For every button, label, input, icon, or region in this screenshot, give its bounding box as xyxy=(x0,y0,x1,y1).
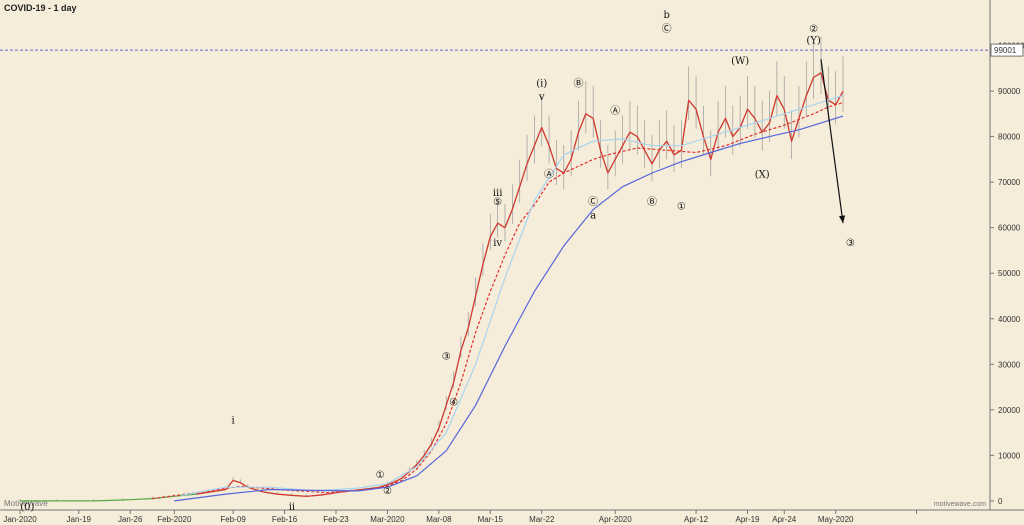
y-tick-label: 0 xyxy=(998,497,1003,506)
y-tick-label: 90000 xyxy=(998,87,1021,96)
wave-label: Ⓒ xyxy=(588,196,598,208)
projection-arrowhead xyxy=(838,215,846,224)
wave-label: (W) xyxy=(731,56,749,67)
wave-label: Ⓑ xyxy=(647,196,657,208)
y-tick-label: 10000 xyxy=(998,451,1021,460)
x-tick-label: Jan-19 xyxy=(67,515,92,524)
y-axis: 0 10000 20000 30000 40000 50000 60000 70000 8000… xyxy=(990,42,1024,506)
projection-line xyxy=(820,59,844,224)
plot-background xyxy=(0,0,990,510)
watermark-right: motivewave.com xyxy=(934,501,986,508)
projection-group xyxy=(820,59,846,224)
wave-label: ③ xyxy=(846,238,855,249)
wave-label: ② xyxy=(809,24,818,35)
wave-label: b xyxy=(663,10,669,21)
wave-label: ① xyxy=(376,470,385,481)
y-tick-label: 20000 xyxy=(998,406,1021,415)
wave-label: Ⓐ xyxy=(610,105,620,117)
x-tick-label: Feb-2020 xyxy=(157,515,192,524)
wave-label: ② xyxy=(383,486,392,497)
x-tick-label: Jan-2020 xyxy=(3,515,37,524)
series-slow-ma xyxy=(174,115,844,502)
wave-label: ii xyxy=(289,502,295,513)
price-line-label: 99001 xyxy=(994,46,1017,55)
x-tick-label: Apr-24 xyxy=(772,515,797,524)
x-tick-label: Jan-26 xyxy=(118,515,143,524)
y-tick-label: 40000 xyxy=(998,315,1021,324)
x-tick-label: Apr-12 xyxy=(684,515,709,524)
wave-label: iii xyxy=(493,188,503,199)
wave-label: Ⓐ xyxy=(544,169,554,181)
x-tick-label: Mar-2020 xyxy=(370,515,405,524)
chart-title: COVID-19 - 1 day xyxy=(4,3,77,13)
wave-label: a xyxy=(590,211,596,222)
series-light-ma xyxy=(181,95,844,496)
x-tick-label: Mar-22 xyxy=(529,515,555,524)
y-tick-label: 60000 xyxy=(998,224,1021,233)
wave-label: ④ xyxy=(449,397,458,408)
wave-label: (0) xyxy=(20,502,34,513)
price-line-tag xyxy=(990,43,1024,57)
wave-label: ⑤ xyxy=(493,197,502,208)
wave-label: v xyxy=(538,92,545,103)
price-line-group: 99001 xyxy=(0,43,1024,57)
y-tick-label: 30000 xyxy=(998,360,1021,369)
x-tick-label: Feb-23 xyxy=(323,515,349,524)
y-tick-label: 80000 xyxy=(998,133,1021,142)
wave-label: i xyxy=(232,415,235,426)
x-tick-label: Mar-08 xyxy=(426,515,452,524)
x-tick-label: Mar-15 xyxy=(478,515,504,524)
watermark: MotiveWave xyxy=(4,499,48,508)
wave-label: ① xyxy=(677,201,686,212)
y-tick-label: 50000 xyxy=(998,269,1021,278)
wave-label: ③ xyxy=(442,352,451,363)
x-tick-label: Apr-19 xyxy=(735,515,760,524)
wave-label: Ⓒ xyxy=(662,23,672,35)
series-group xyxy=(19,36,844,502)
wave-label: (i) xyxy=(536,79,547,90)
x-axis: Jan-2020 Jan-19 Jan-26 Feb-2020 Feb-09 Feb-16… xyxy=(3,510,918,524)
y-tick-label: 70000 xyxy=(998,178,1021,187)
x-tick-label: Feb-16 xyxy=(272,515,298,524)
x-tick-label: Apr-2020 xyxy=(599,515,632,524)
x-tick-label: May-2020 xyxy=(818,515,854,524)
wave-label: (Y) xyxy=(806,35,821,46)
x-tick-label: Feb-09 xyxy=(220,515,246,524)
wave-label: (X) xyxy=(755,170,770,181)
wave-label: Ⓑ xyxy=(573,78,583,90)
wave-label: iv xyxy=(493,238,502,249)
